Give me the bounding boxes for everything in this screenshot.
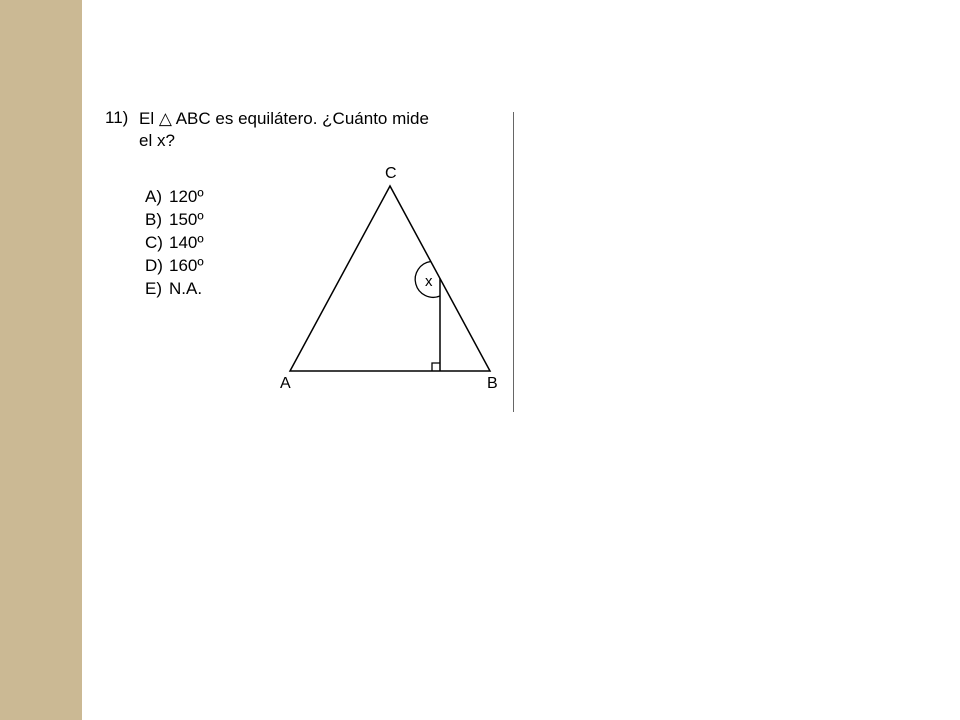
- triangle-symbol: △: [159, 109, 172, 128]
- q11-options: A)120º B)150º C)140º D)160º E)N.A.: [145, 186, 204, 301]
- q11-l2b: x?: [157, 131, 175, 150]
- q11-opt-d: D)160º: [145, 255, 204, 278]
- content-area: 11) El △ ABC es equilátero. ¿Cuánto mide…: [105, 108, 945, 418]
- q11-l1b: ABC es equilátero. ¿Cuánto mide: [172, 109, 429, 128]
- opt-letter: D): [145, 255, 169, 278]
- label-A: A: [280, 375, 291, 392]
- opt-text: 150º: [169, 210, 204, 229]
- q11-opt-e: E)N.A.: [145, 278, 204, 301]
- opt-letter: A): [145, 186, 169, 209]
- q11-opt-c: C)140º: [145, 232, 204, 255]
- opt-letter: B): [145, 209, 169, 232]
- label-C: C: [385, 165, 397, 182]
- opt-letter: E): [145, 278, 169, 301]
- opt-letter: C): [145, 232, 169, 255]
- column-divider: [513, 112, 514, 412]
- opt-text: 160º: [169, 256, 204, 275]
- opt-text: N.A.: [169, 279, 202, 298]
- q11-opt-a: A)120º: [145, 186, 204, 209]
- label-x: x: [425, 273, 433, 290]
- q11-text: El △ ABC es equilátero. ¿Cuánto mide el …: [139, 108, 429, 152]
- label-B: B: [487, 375, 498, 392]
- triangle-figure: x A B C: [265, 156, 515, 406]
- q11-l2a: el: [139, 131, 157, 150]
- q11-l1a: El: [139, 109, 159, 128]
- sidebar-stripe: [0, 0, 82, 720]
- page: 11) El △ ABC es equilátero. ¿Cuánto mide…: [0, 0, 960, 720]
- opt-text: 120º: [169, 187, 204, 206]
- q11-opt-b: B)150º: [145, 209, 204, 232]
- opt-text: 140º: [169, 233, 204, 252]
- q11-number: 11): [105, 108, 128, 128]
